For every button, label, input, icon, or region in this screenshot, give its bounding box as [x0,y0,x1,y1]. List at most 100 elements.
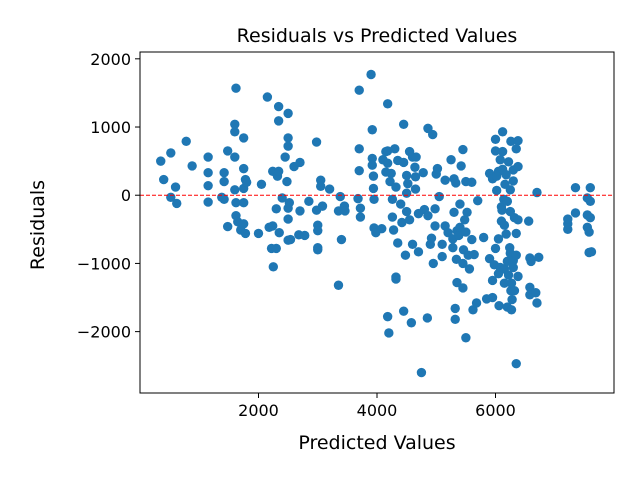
data-point [282,176,292,187]
data-point [493,234,504,244]
data-point [268,221,278,231]
data-point [384,328,394,338]
data-point [181,136,191,147]
data-point [222,146,233,156]
data-point [283,214,293,224]
data-point [313,243,323,253]
data-point [390,144,400,154]
data-point [428,258,438,269]
data-point [284,198,295,208]
data-point [461,227,471,237]
data-point [532,187,542,198]
data-point [454,230,464,241]
chart-title: Residuals vs Predicted Values [237,25,518,47]
data-point [407,239,418,250]
data-point [410,184,421,194]
data-point [430,221,440,231]
data-point [391,182,401,192]
data-point [401,188,412,198]
data-point [499,278,510,288]
data-point [382,99,393,109]
y-tick-label: 2000 [90,50,131,69]
data-point [231,83,241,93]
data-point [563,214,573,224]
data-point [317,201,328,211]
data-point [230,119,240,129]
data-point [273,166,284,177]
data-point [304,196,314,207]
data-point [487,292,498,303]
data-point [426,233,437,243]
data-point [241,177,252,187]
data-point [531,288,541,298]
data-point [462,207,472,217]
data-point [534,252,544,262]
data-point [437,239,447,250]
data-point [509,286,520,296]
data-point [440,175,450,185]
data-point [461,333,471,343]
data-point [203,180,213,191]
data-point [273,116,284,126]
data-point [499,220,510,230]
x-tick-label: 4000 [357,401,398,420]
data-point [230,152,240,162]
data-point [469,249,479,260]
data-point [387,212,398,222]
data-point [203,197,213,207]
data-point [387,194,398,205]
data-point [283,141,293,151]
data-point [187,161,197,171]
data-point [437,251,447,262]
data-point [285,234,296,245]
data-point [467,234,477,245]
data-point [316,181,326,192]
data-point [156,156,166,166]
data-point [222,221,233,232]
data-point [570,208,581,218]
data-point [300,230,310,241]
data-point [355,203,366,213]
data-point [478,232,489,243]
data-point [230,185,240,195]
data-point [497,205,507,215]
x-tick-label: 2000 [238,401,279,420]
data-point [427,129,438,140]
x-tick-label: 6000 [475,401,516,420]
data-point [513,135,523,146]
data-point [238,163,249,174]
data-point [386,168,396,179]
data-point [377,223,387,234]
data-point [262,92,273,102]
data-point [382,311,393,322]
data-point [523,216,534,226]
data-point [230,127,240,137]
data-point [396,199,406,209]
data-point [464,264,475,274]
data-point [203,168,213,178]
data-point [401,206,412,217]
data-point [368,183,379,194]
data-point [511,250,521,260]
data-point [335,191,345,202]
data-point [416,367,427,378]
data-point [295,206,305,216]
data-point [432,163,443,174]
data-point [449,207,459,217]
data-point [353,193,363,204]
data-point [367,160,377,170]
data-point [393,238,403,248]
data-point [280,152,290,162]
x-axis-title: Predicted Values [298,432,455,454]
data-point [585,196,595,207]
data-point [170,182,181,192]
data-point [525,282,535,292]
data-point [273,101,284,112]
data-point [366,69,376,80]
data-point [497,146,508,157]
axes-frame [139,51,615,394]
data-point [354,85,364,95]
data-point [422,313,433,323]
data-point [459,215,470,225]
